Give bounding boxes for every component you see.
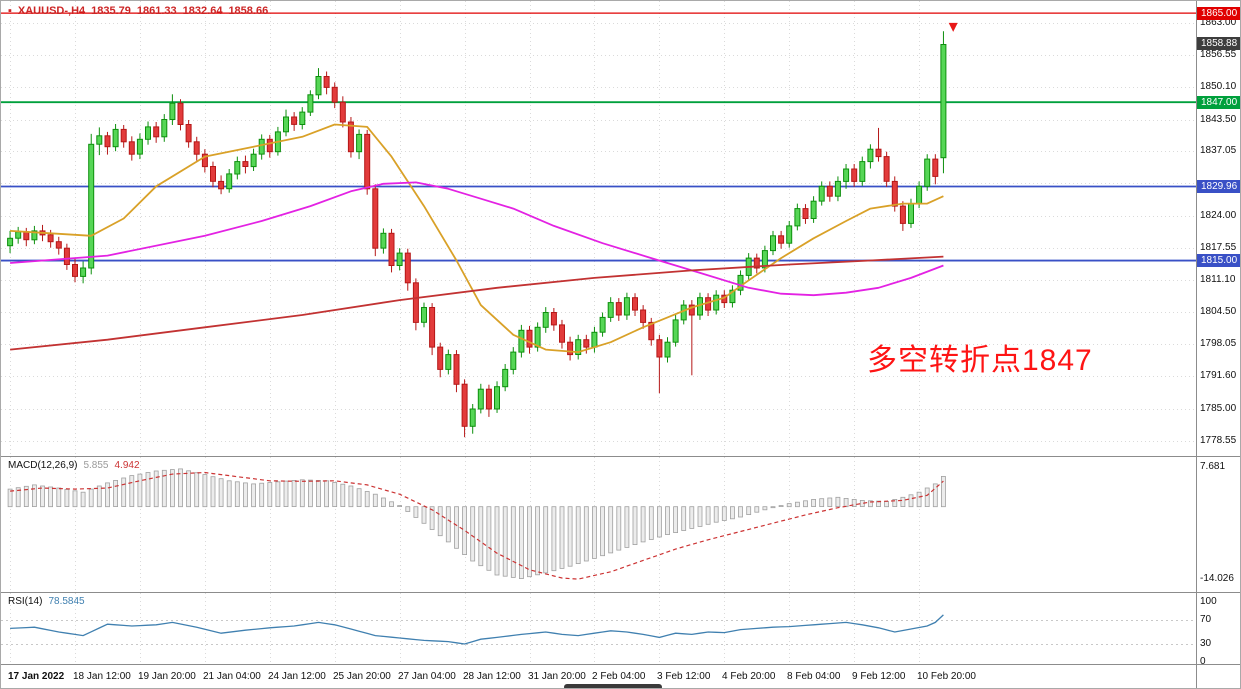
price-tick-label: 1850.10 [1200,80,1237,92]
price-axis-border [1196,1,1197,688]
price-tick-label: 1856.55 [1200,48,1237,60]
time-label: 28 Jan 12:00 [463,671,521,682]
price-badge-1858.88: 1858.88 [1197,36,1240,50]
ohlc-high: 1861.33 [136,5,177,17]
symbol-ohlc-line: ▪ XAUUSD-,H4 1835.79 1861.33 1832.64 1858.66 [8,5,274,17]
price-tick-label: 1811.10 [1200,273,1236,285]
ma-fast-orange[interactable] [10,123,944,353]
macd-indicator-label: MACD(12,26,9) 5.855 4.942 [8,460,146,471]
price-tick-label: 1837.05 [1200,145,1237,157]
price-badge-1815.00: 1815.00 [1197,254,1240,268]
text-annotation[interactable]: 多空转折点1847 [867,344,1093,377]
time-label: 10 Feb 20:00 [917,671,976,682]
time-label: 19 Jan 20:00 [138,671,196,682]
pane-separator-rsi-timeaxis [1,664,1240,665]
price-tick-label: 1791.60 [1200,370,1237,382]
price-tick-label: 1863.00 [1200,17,1237,29]
rsi-value: 78.5845 [48,596,85,607]
price-badge-1865.00: 1865.00 [1197,6,1240,20]
time-label: 2 Feb 04:00 [592,671,646,682]
price-badge-1847.00: 1847.00 [1197,95,1240,109]
price-axis[interactable]: 1863.00 1856.55 1850.10 1843.50 1837.05 1824.… [1197,1,1240,688]
macd-signal-line [10,471,944,580]
macd-tick-label: -14.026 [1200,573,1234,585]
macd-signal-value: 4.942 [114,460,140,471]
rsi-tick-label: 70 [1200,614,1212,625]
time-label: 24 Jan 12:00 [268,671,326,682]
time-axis[interactable]: 17 Jan 2022 18 Jan 12:00 19 Jan 20:00 21 Ja… [1,665,1196,688]
time-label: 31 Jan 20:00 [528,671,586,682]
macd-main-value: 5.855 [83,460,109,471]
macd-tick-label: 7.681 [1200,460,1226,472]
rsi-name: RSI(14) [8,596,43,607]
price-tick-label: 1778.55 [1200,434,1237,446]
time-label: 21 Jan 04:00 [203,671,261,682]
macd-histogram [7,468,946,580]
price-tick-label: 1843.50 [1200,113,1237,125]
ohlc-low: 1832.64 [182,5,223,17]
time-label: 17 Jan 2022 [8,671,65,682]
price-tick-label: 1785.00 [1200,402,1237,414]
time-label: 3 Feb 12:00 [657,671,711,682]
price-tick-label: 1824.00 [1200,210,1237,221]
ma-slow-red[interactable] [10,255,944,351]
time-label: 25 Jan 20:00 [333,671,391,682]
time-label: 9 Feb 12:00 [852,671,906,682]
rsi-indicator-label: RSI(14) 78.5845 [8,596,91,607]
pane-separator-macd-rsi[interactable] [1,592,1240,593]
price-tick-label: 1798.05 [1200,338,1237,350]
time-label: 8 Feb 04:00 [787,671,841,682]
ma-mid-magenta[interactable] [10,181,944,297]
price-tick-label: 1804.50 [1200,306,1237,318]
sell-arrow[interactable] [948,22,958,32]
rsi-tick-label: 100 [1200,596,1217,607]
time-label: 4 Feb 20:00 [722,671,776,682]
rsi-tick-label: 0 [1200,656,1206,668]
pane-separator-main-macd[interactable] [1,456,1240,457]
symbol-timeframe: XAUUSD-,H4 [17,5,86,17]
time-label: 18 Jan 12:00 [73,671,131,682]
rsi-line [10,614,944,645]
ohlc-open: 1835.79 [91,5,131,17]
chart-marker-icon: ▪ [8,5,12,17]
price-tick-label: 1817.55 [1200,241,1237,253]
rsi-tick-label: 30 [1200,638,1212,649]
price-badge-1829.96: 1829.96 [1197,180,1240,193]
ohlc-close: 1858.66 [228,5,269,17]
chart-canvas[interactable] [1,1,1196,689]
bottom-center-bar [564,684,662,688]
macd-name: MACD(12,26,9) [8,460,78,471]
time-label: 27 Jan 04:00 [398,671,456,682]
